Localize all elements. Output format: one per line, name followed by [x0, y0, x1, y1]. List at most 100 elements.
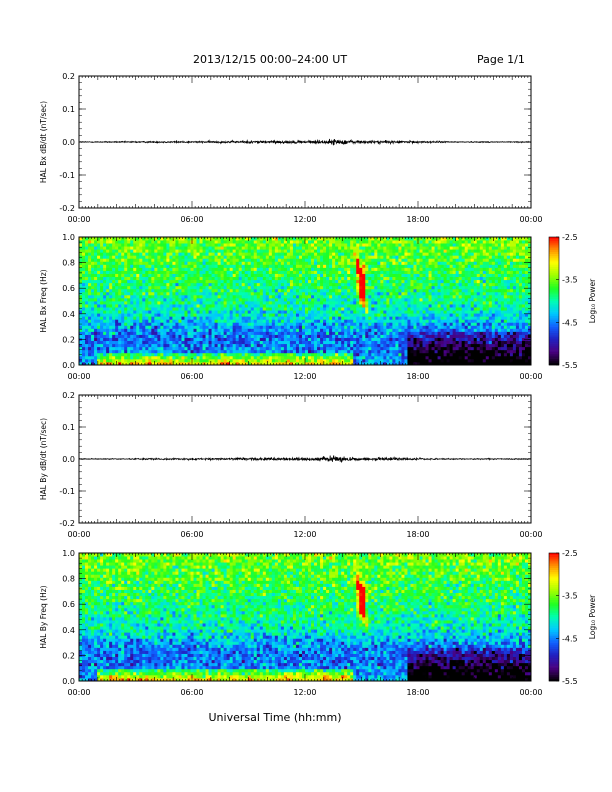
spectrogram-cell [136, 355, 140, 360]
spectrogram-cell [94, 325, 98, 329]
spectrogram-cell [283, 267, 288, 271]
spectrogram-cell [407, 316, 411, 320]
spectrogram-cell [79, 313, 83, 317]
spectrogram-cell [295, 361, 300, 366]
spectrogram-cell [335, 258, 339, 262]
spectrogram-cell [365, 249, 369, 253]
spectrogram-cell [368, 349, 372, 354]
spectrogram-cell [244, 361, 249, 366]
spectrogram-cell [377, 261, 381, 265]
spectrogram-cell [163, 273, 167, 278]
spectrogram-cell [232, 246, 237, 250]
spectrogram-cell [356, 276, 360, 281]
spectrogram-cell [292, 319, 297, 323]
spectrogram-cell [118, 288, 122, 293]
spectrogram-cell [175, 246, 179, 250]
spectrogram-cell [271, 240, 276, 244]
spectrogram-cell [178, 301, 182, 305]
spectrogram-cell [268, 261, 273, 265]
spectrogram-cell [311, 261, 315, 265]
spectrogram-cell [308, 288, 312, 293]
spectrogram-cell [130, 355, 134, 360]
spectrogram-cell [241, 307, 246, 311]
spectrogram-cell [136, 240, 140, 244]
spectrogram-cell [151, 282, 155, 287]
spectrogram-cell [118, 261, 122, 265]
spectrogram-cell [371, 307, 375, 311]
spectrogram-cell [136, 252, 140, 256]
spectrogram-cell [383, 276, 387, 281]
spectrogram-cell [247, 270, 252, 274]
spectrogram-cell [199, 270, 203, 274]
spectrogram-cell [133, 334, 137, 338]
spectrogram-cell [208, 294, 212, 299]
spectrogram-cell [347, 267, 351, 271]
spectrogram-cell [338, 346, 342, 351]
spectrogram-cell [130, 297, 134, 302]
spectrogram-cell [404, 361, 408, 366]
spectrogram-cell [329, 301, 333, 305]
spectrogram-cell [398, 355, 402, 360]
spectrogram-cell [277, 243, 282, 247]
spectrogram-cell [157, 358, 161, 363]
spectrogram-cell [238, 288, 243, 293]
spectrogram-cell [223, 349, 228, 354]
y-tick-label: 0.2 [62, 72, 75, 81]
spectrogram-cell [250, 352, 255, 357]
spectrogram-cell [271, 331, 276, 335]
spectrogram-cell [148, 337, 152, 342]
spectrogram-cell [148, 340, 152, 345]
spectrogram-cell [181, 331, 185, 335]
spectrogram-cell [151, 267, 155, 271]
spectrogram-cell [383, 288, 387, 293]
spectrogram-cell [124, 307, 128, 311]
spectrogram-cell [88, 319, 92, 323]
spectrogram-cell [232, 240, 237, 244]
spectrogram-cell [377, 340, 381, 345]
spectrogram-cell [82, 316, 86, 320]
spectrogram-cell [395, 319, 399, 323]
spectrogram-cell [181, 291, 185, 296]
spectrogram-cell [317, 240, 321, 244]
spectrogram-cell [395, 273, 399, 278]
spectrogram-cell [280, 328, 285, 332]
spectrogram-cell [277, 249, 282, 253]
spectrogram-cell [244, 294, 249, 299]
spectrogram-cell [395, 337, 399, 342]
spectrogram-cell [398, 249, 402, 253]
spectrogram-cell [280, 273, 285, 278]
spectrogram-cell [181, 322, 185, 326]
spectrogram-cell [368, 313, 372, 317]
spectrogram-cell [368, 276, 372, 281]
spectrogram-cell [329, 322, 333, 326]
spectrogram-cell [214, 349, 219, 354]
spectrogram-cell [169, 279, 173, 284]
spectrogram-cell [326, 288, 330, 293]
spectrogram-cell [202, 325, 206, 329]
spectrogram-cell [205, 352, 209, 357]
spectrogram-cell [187, 288, 191, 293]
spectrogram-cell [371, 291, 375, 296]
spectrogram-cell [145, 258, 149, 262]
spectrogram-cell [404, 267, 408, 271]
spectrogram-cell [100, 282, 104, 287]
spectrogram-cell [247, 301, 252, 305]
spectrogram-cell [226, 352, 231, 357]
spectrogram-cell [157, 258, 161, 262]
spectrogram-cell [97, 237, 101, 241]
spectrogram-cell [121, 297, 125, 302]
spectrogram-cell [142, 267, 146, 271]
spectrogram-cell [259, 349, 264, 354]
spectrogram-cell [247, 237, 252, 241]
spectrogram-cell [389, 246, 393, 250]
spectrogram-cell [157, 243, 161, 247]
spectrogram-cell [154, 285, 158, 290]
spectrogram-cell [292, 337, 297, 342]
spectrogram-cell [148, 243, 152, 247]
spectrogram-cell [94, 294, 98, 299]
spectrogram-cell [359, 355, 363, 360]
spectrogram-cell [292, 355, 297, 360]
spectrogram-cell [274, 358, 279, 363]
spectrogram-cell [295, 307, 300, 311]
spectrogram-cell [121, 328, 125, 332]
